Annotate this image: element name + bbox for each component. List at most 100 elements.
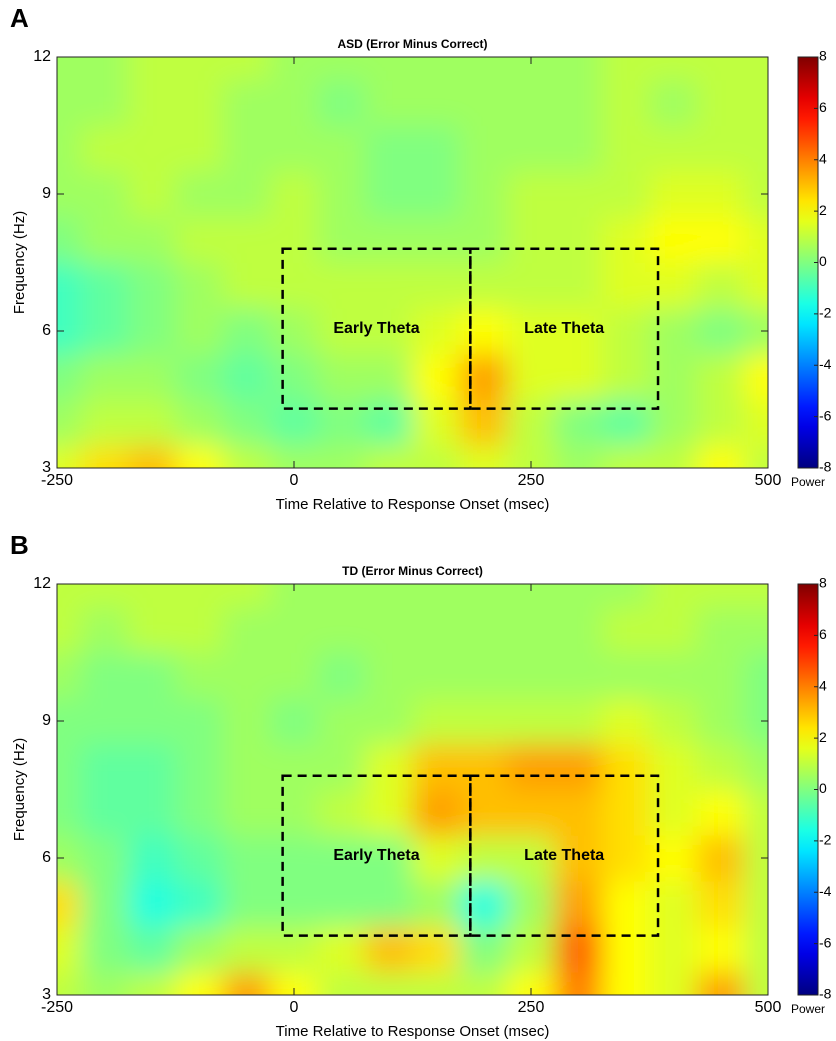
heat-cell <box>317 606 366 653</box>
heat-cell <box>412 743 461 790</box>
heat-cell <box>459 171 508 218</box>
heat-cell <box>175 972 224 995</box>
y-tick-label: 9 <box>42 185 51 202</box>
heat-cell <box>649 789 698 836</box>
heat-cell <box>317 353 366 400</box>
heat-cell <box>744 57 768 81</box>
heat-cell <box>602 743 650 790</box>
heat-cell <box>744 789 768 836</box>
heat-cell <box>80 880 129 927</box>
heat-cell <box>744 399 768 446</box>
colorbar-tick-label: -2 <box>819 832 832 848</box>
colorbar-tick-label: -8 <box>819 459 832 475</box>
heat-cell <box>602 972 650 995</box>
heat-cell <box>412 445 461 468</box>
heat-cell <box>412 789 461 836</box>
region-box <box>281 774 472 937</box>
heat-cell <box>554 57 603 81</box>
heat-cell <box>317 789 366 836</box>
heat-cell <box>80 171 129 218</box>
y-tick-label: 6 <box>42 849 51 866</box>
heat-cell <box>696 353 745 400</box>
heat-cell <box>602 880 650 927</box>
colorbar-tick-label: 4 <box>819 677 827 693</box>
heat-cell <box>317 216 366 263</box>
heat-cell <box>128 880 176 927</box>
heat-cell <box>554 353 603 400</box>
x-tick-label: 0 <box>290 472 299 489</box>
heat-cell <box>222 789 271 836</box>
heat-cell <box>222 743 271 790</box>
heat-cell <box>365 125 413 172</box>
heat-cell <box>412 972 461 995</box>
heat-cell <box>270 880 319 927</box>
heat-cell <box>270 445 319 468</box>
y-tick-label: 9 <box>42 712 51 729</box>
heat-cell <box>80 262 129 309</box>
heat-cell <box>412 652 461 699</box>
heat-cell <box>696 698 745 745</box>
heat-cell <box>365 171 413 218</box>
heat-cell <box>554 652 603 699</box>
heat-cell <box>696 972 745 995</box>
heat-cell <box>128 262 176 309</box>
heat-cell <box>128 57 176 81</box>
heat-cell <box>270 926 319 973</box>
heat-cell <box>507 308 556 355</box>
heat-cell <box>744 835 768 882</box>
region-box <box>469 774 660 937</box>
heat-cell <box>459 972 508 995</box>
x-tick-label: 500 <box>755 472 782 489</box>
heat-cell <box>365 445 413 468</box>
heat-cell <box>412 216 461 263</box>
heat-cell <box>507 79 556 126</box>
heat-cell <box>696 399 745 446</box>
heat-cell <box>602 789 650 836</box>
heat-cell <box>649 880 698 927</box>
heat-cell <box>175 743 224 790</box>
heat-cell <box>744 353 768 400</box>
heat-cell <box>459 79 508 126</box>
heat-cell <box>365 79 413 126</box>
heat-cell <box>696 171 745 218</box>
heat-cell <box>696 584 745 608</box>
colorbar-tick-label: -2 <box>819 305 832 321</box>
heat-cell <box>175 57 224 81</box>
heat-cell <box>507 399 556 446</box>
heat-cell <box>317 171 366 218</box>
heat-cell <box>554 926 603 973</box>
heat-cell <box>365 972 413 995</box>
heat-cell <box>602 926 650 973</box>
heat-cell <box>175 880 224 927</box>
heat-cell <box>80 743 129 790</box>
heat-cell <box>696 926 745 973</box>
colorbar-tick-label: 2 <box>819 729 827 745</box>
heat-cell <box>270 652 319 699</box>
heat-cell <box>128 353 176 400</box>
heat-cell <box>649 125 698 172</box>
heat-cell <box>507 353 556 400</box>
heat-cell <box>222 353 271 400</box>
heat-cell <box>602 125 650 172</box>
heat-cell <box>507 743 556 790</box>
heat-cell <box>554 606 603 653</box>
heat-cell <box>696 57 745 81</box>
heat-cell <box>270 789 319 836</box>
heat-cell <box>412 880 461 927</box>
heat-cell <box>270 743 319 790</box>
heatmap <box>57 57 768 468</box>
y-tick-label: 12 <box>33 48 51 65</box>
heat-cell <box>222 125 271 172</box>
heat-cell <box>602 353 650 400</box>
heat-cell <box>602 584 650 608</box>
heat-cell <box>317 835 366 882</box>
region-label: Late Theta <box>524 847 604 864</box>
heat-cell <box>222 880 271 927</box>
heat-cell <box>222 584 271 608</box>
region-label: Late Theta <box>524 320 604 337</box>
heat-cell <box>270 698 319 745</box>
heat-cell <box>602 216 650 263</box>
heat-cell <box>365 57 413 81</box>
heat-cell <box>128 79 176 126</box>
